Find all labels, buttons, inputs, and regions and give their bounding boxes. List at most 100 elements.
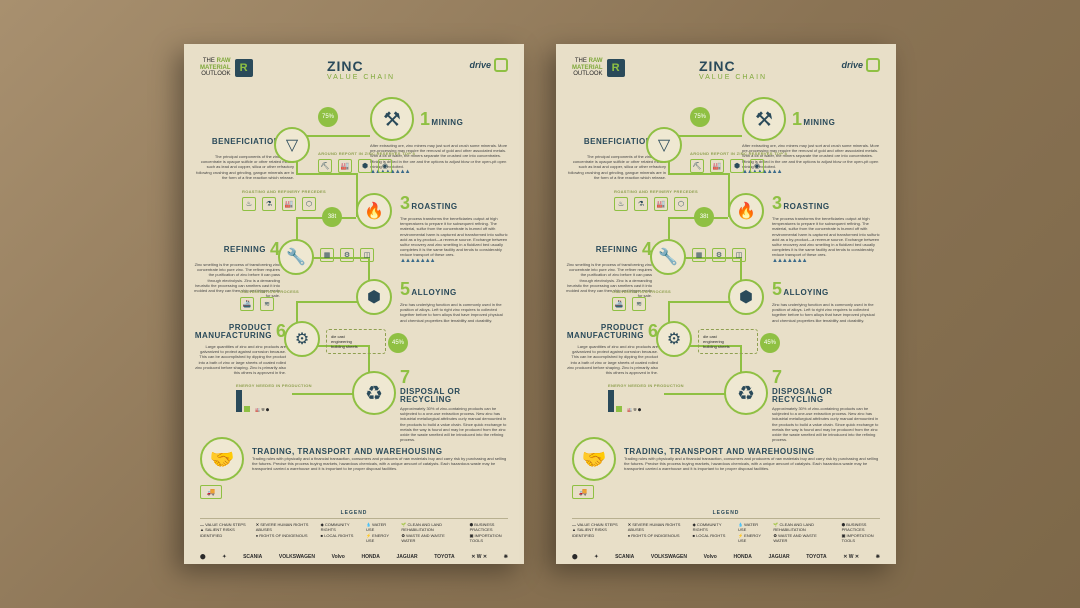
brand-logo-icon [866,58,880,72]
step-manufacturing: PRODUCT MANUFACTURING 6 Large quantities… [566,321,658,375]
mining-badge: 75% [318,107,338,127]
mini-icon: ◉ [378,159,392,173]
mini-icon: ⚗ [262,197,276,211]
rmo-logo-icon: R [607,59,625,77]
mini-icon: ⚗ [634,197,648,211]
main-title: ZINC [327,58,395,74]
manuf-badge: 45% [760,333,780,353]
badge-icon: 45% [760,333,780,353]
mini-icon: 🏭 [282,197,296,211]
water-drops-icon: ▲▲▲▲▲▲▲ [772,258,882,264]
mining-sublabel: AROUND REPORT IN ZINC RESERVES TOP 5 ⛏ 🏭… [318,151,418,173]
refine-minis: ▦ ⚙ ◫ [320,245,390,262]
mini-icon: ◫ [732,248,746,262]
fire-icon: 🔥 [728,193,764,229]
infographic-body: ⚒ 1 MINING After extracting ore, zinc mi… [200,89,508,509]
mining-icon: ⚒ [742,97,786,141]
wrench-icon: 🔧 [650,239,686,275]
mining-sublabel: AROUND REPORT IN ZINC RESERVES TOP 5 ⛏ 🏭… [690,151,790,173]
step-roasting: 3 ROASTING The process transforms the be… [400,193,510,264]
manuf-dashed: die castengineeringbuilding sheets [326,329,386,354]
mini-icon: ⬡ [674,197,688,211]
badge-icon: 75% [318,107,338,127]
step-disposal: 7 DISPOSAL OR RECYCLING Approximately 30… [772,367,882,442]
mini-icon: ◫ [360,248,374,262]
title-block: ZINC VALUE CHAIN [699,58,767,81]
gear-icon: ⚙ [284,321,320,357]
beneficiation-icon-wrap: ▽ [646,127,682,163]
mini-icon: 🏭 [710,159,724,173]
gear-icon: ⚙ [656,321,692,357]
step-manufacturing: PRODUCT MANUFACTURING 6 Large quantities… [194,321,286,375]
refine-minis: ▦ ⚙ ◫ [692,245,762,262]
funnel-icon: ▽ [274,127,310,163]
mining-badge: 75% [690,107,710,127]
brand: drive [469,58,508,72]
trading-section: 🤝 TRADING, TRANSPORT AND WAREHOUSING Tra… [200,437,508,499]
mini-icon: ⛏ [318,159,332,173]
sponsor-logos: ⬤ ✦ SCANIA VOLKSWAGEN Volvo HONDA JAGUAR… [572,554,880,560]
handshake-icon: 🤝 [200,437,244,481]
mini-icon: ◉ [750,159,764,173]
mini-icon: ⚙ [712,248,726,262]
mini-icon: ♨ [242,197,256,211]
manuf-icon-wrap: ⚙ [656,321,692,357]
step-roasting: 3 ROASTING The process transforms the be… [772,193,882,264]
rmo-text: THE RAW MATERIAL OUTLOOK [572,58,603,78]
truck-icon: 🚚 [200,485,508,499]
badge-icon: 75% [690,107,710,127]
mini-icon: 🏭 [654,197,668,211]
mini-icon: ⬡ [302,197,316,211]
badge-icon: 45% [388,333,408,353]
energy-box: ENERGY NEEDED IN PRODUCTION 🏭 ⚒ ⬢ [608,383,708,412]
badge-icon: 38t [694,207,714,227]
hex-icon: ⬢ [356,279,392,315]
roasting-icon-wrap: 🔥 [356,193,392,229]
rmo-logo-icon: R [235,59,253,77]
refining-icon-wrap: 🔧 [650,239,686,275]
roasting-icon-wrap: 🔥 [728,193,764,229]
legend: LEGEND — VALUE CHAIN STEPS▲ SALIENT RISK… [200,510,508,544]
infographic-body: ⚒ 1 MINING After extracting ore, zinc mi… [572,89,880,509]
wrench-icon: 🔧 [278,239,314,275]
water-drops-icon: ▲▲▲▲▲▲▲ [400,258,510,264]
mini-icon: ⚙ [340,248,354,262]
mini-icon: ≋ [260,297,274,311]
mining-icon: ⚒ [370,97,414,141]
subtitle: VALUE CHAIN [327,74,395,81]
header: THE RAW MATERIAL OUTLOOK R ZINC VALUE CH… [572,58,880,81]
header: THE RAW MATERIAL OUTLOOK R ZINC VALUE CH… [200,58,508,81]
main-title: ZINC [699,58,767,74]
manuf-badge: 45% [388,333,408,353]
refining-icon-wrap: 🔧 [278,239,314,275]
step-alloying: 5 ALLOYING Zinc has underlying function … [772,279,882,323]
hex-icon: ⬢ [728,279,764,315]
mini-icon: 🚢 [612,297,626,311]
mini-icon: ▦ [320,248,334,262]
roast-badge: 38t [322,207,342,227]
alloying-icon-wrap: ⬢ [728,279,764,315]
step-disposal: 7 DISPOSAL OR RECYCLING Approximately 30… [400,367,510,442]
mini-icon: ▦ [692,248,706,262]
manuf-dashed: die castengineeringbuilding sheets [698,329,758,354]
recycle-icon: ♻ [352,371,396,415]
beneficiation-icon-wrap: ▽ [274,127,310,163]
funnel-icon: ▽ [646,127,682,163]
handshake-icon: 🤝 [572,437,616,481]
alloying-icon-wrap: ⬢ [356,279,392,315]
subtitle: VALUE CHAIN [699,74,767,81]
truck-icon: 🚚 [572,485,880,499]
rmo-text: THE RAW MATERIAL OUTLOOK [200,58,231,78]
poster-right: THE RAW MATERIAL OUTLOOK R ZINC VALUE CH… [556,44,896,564]
sponsor-logos: ⬤ ✦ SCANIA VOLKSWAGEN Volvo HONDA JAGUAR… [200,554,508,560]
brand-logo-icon [494,58,508,72]
mini-icon: ⬢ [730,159,744,173]
galv-box: GALVANIZATION PROCESS 🚢 ≋ [612,289,722,311]
roast-badge: 38t [694,207,714,227]
recycle-icon: ♻ [724,371,768,415]
legend: LEGEND — VALUE CHAIN STEPS▲ SALIENT RISK… [572,510,880,544]
mini-icon: ≋ [632,297,646,311]
recycle-icon-wrap: ♻ [352,371,396,415]
brand: drive [841,58,880,72]
badge-icon: 38t [322,207,342,227]
